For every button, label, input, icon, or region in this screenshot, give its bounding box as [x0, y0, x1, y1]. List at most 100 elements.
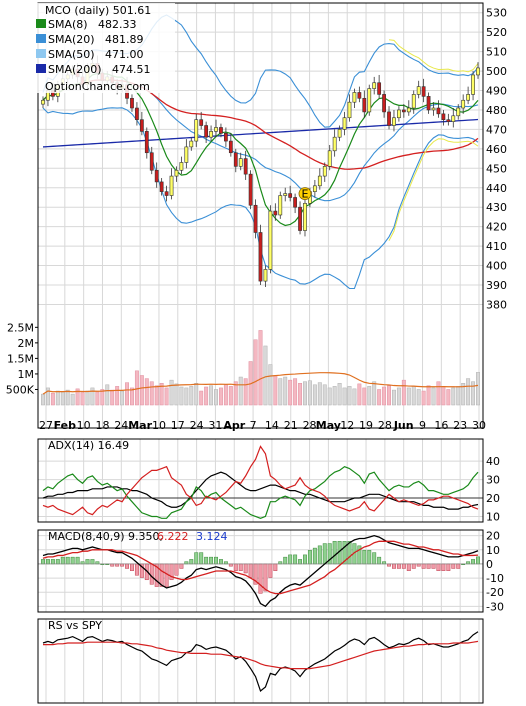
price-y-tick: 520	[486, 26, 507, 39]
macd-histogram-bar	[387, 563, 391, 567]
macd-histogram-bar	[273, 563, 278, 571]
macd-histogram-bar	[446, 563, 451, 571]
volume-bar	[337, 383, 342, 406]
macd-histogram-bar	[233, 563, 238, 571]
candle-body	[169, 175, 174, 196]
candle-body	[135, 107, 139, 120]
candle-body	[41, 99, 45, 105]
candle-body	[367, 88, 372, 113]
sma20-swatch	[36, 34, 46, 43]
volume-bar	[144, 378, 149, 406]
volume-bar	[416, 389, 421, 406]
candle-body	[451, 115, 456, 122]
candle-body	[372, 82, 377, 89]
volume-bar	[184, 387, 189, 406]
volume-bar	[139, 375, 144, 406]
x-tick-label: 21	[284, 419, 298, 432]
macd-histogram-bar	[228, 563, 233, 567]
candle-body	[219, 127, 223, 134]
candle-body	[362, 97, 367, 113]
macd-histogram-bar	[204, 556, 209, 565]
candle-body	[322, 166, 327, 177]
macd-histogram-bar	[60, 556, 65, 565]
x-tick-label: 31	[208, 419, 222, 432]
volume-bar	[174, 383, 179, 406]
macd-histogram-bar	[456, 563, 461, 569]
legend-sma20-value: 481.89	[105, 33, 144, 46]
macd-histogram-bar	[278, 561, 283, 565]
candle-body	[159, 181, 164, 192]
volume-bar	[317, 382, 322, 406]
candle-body	[446, 119, 451, 122]
legend-sma200-value: 474.51	[112, 63, 151, 76]
macd-histogram-bar	[70, 556, 75, 565]
candle-body	[228, 140, 233, 154]
candle-body	[154, 169, 159, 183]
candle-body	[332, 136, 337, 152]
candle-body	[317, 175, 322, 187]
legend-sma8-value: 482.33	[98, 18, 137, 31]
macd-y-tick: 10	[486, 544, 500, 557]
macd-y-tick: -10	[486, 572, 504, 585]
volume-bar	[396, 387, 401, 406]
macd-histogram-bar	[283, 556, 288, 565]
volume-bar	[50, 392, 55, 406]
macd-histogram-bar	[125, 563, 129, 569]
macd-hist-value: 3.124	[196, 530, 228, 543]
x-tick-label: 10	[77, 419, 91, 432]
price-y-tick: 470	[486, 123, 507, 136]
macd-histogram-bar	[85, 559, 90, 565]
volume-bar	[120, 390, 125, 406]
macd-histogram-bar	[179, 563, 184, 569]
volume-y-tick: 500K	[6, 383, 35, 396]
adx-panel-title: ADX(14) 16.49	[48, 439, 129, 452]
price-y-tick: 420	[486, 221, 507, 234]
adx-y-tick: 10	[486, 510, 500, 523]
macd-histogram-bar	[75, 556, 80, 565]
macd-histogram-bar	[95, 561, 100, 565]
macd-histogram-bar	[322, 543, 327, 565]
rs-panel-frame	[37, 618, 484, 704]
volume-bar	[125, 382, 129, 406]
macd-histogram-bar	[471, 559, 476, 565]
macd-histogram-bar	[194, 552, 199, 565]
sma200-swatch	[36, 64, 46, 73]
volume-bar	[446, 389, 451, 406]
volume-bar	[105, 384, 110, 406]
volume-bar	[342, 387, 347, 406]
macd-y-tick: 0	[486, 558, 493, 571]
volume-bar	[41, 393, 45, 406]
macd-histogram-bar	[382, 561, 387, 565]
candle-body	[164, 191, 169, 196]
volume-bar	[456, 386, 461, 406]
adx-panel-frame	[37, 438, 484, 523]
volume-bar	[199, 390, 204, 406]
volume-bar	[322, 384, 327, 406]
volume-bar	[263, 345, 268, 406]
volume-bar	[85, 390, 90, 406]
price-y-tick: 490	[486, 85, 507, 98]
volume-bar	[307, 380, 312, 406]
price-panel-frame	[37, 2, 484, 429]
macd-histogram-bar	[298, 559, 303, 565]
candle-body	[476, 67, 480, 76]
candle-body	[436, 107, 441, 115]
volume-bar	[238, 376, 243, 406]
adx-y-tick: 30	[486, 474, 500, 487]
macd-histogram-bar	[436, 563, 441, 571]
macd-histogram-bar	[199, 552, 204, 565]
macd-histogram-bar	[149, 563, 154, 585]
candle-body	[392, 117, 396, 126]
price-y-tick: 500	[486, 65, 507, 78]
x-tick-label: 12	[340, 419, 354, 432]
volume-bar	[406, 387, 411, 406]
legend-box	[35, 3, 175, 93]
x-tick-label: 23	[453, 419, 467, 432]
candle-body	[357, 92, 362, 99]
volume-bar	[223, 384, 228, 406]
legend-sma20-name: SMA(20)	[48, 33, 95, 46]
x-tick-label: 28	[303, 419, 317, 432]
candle-body	[426, 96, 431, 111]
volume-bar	[45, 387, 50, 406]
volume-bar	[70, 393, 75, 406]
